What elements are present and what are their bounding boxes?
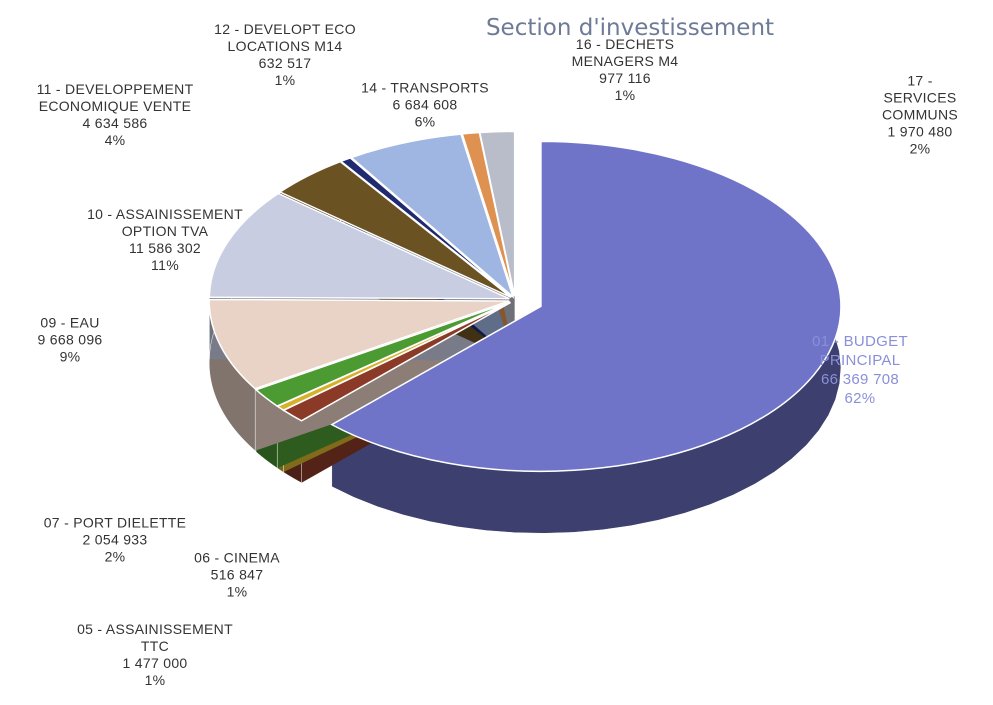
chart-title: Section d'investissement (485, 15, 775, 41)
category-label: 12 - DEVELOPT ECO LOCATIONS M14 (214, 21, 356, 54)
slice (339, 157, 513, 298)
slice (254, 301, 511, 407)
category-label: 14 - TRANSPORTS (361, 79, 489, 96)
data-label: 11 - DEVELOPPEMENT ECONOMIQUE VENTE 4 634… (37, 81, 194, 149)
percent-label: 4% (104, 132, 126, 148)
percent-label: 1% (226, 583, 248, 600)
value-label: 11 586 302 (128, 240, 202, 256)
percent-label: 1% (274, 72, 296, 88)
category-label: 01 - BUDGET PRINCIPAL (812, 333, 908, 369)
value-label: 632 517 (258, 55, 312, 71)
data-label: 09 - EAU 9 668 096 9% (38, 315, 103, 366)
data-label: 10 - ASSAINISSEMENT OPTION TVA 11 586 302… (87, 206, 243, 274)
data-label: 05 - ASSAINISSEMENT TTC 1 477 000 1% (77, 621, 233, 689)
slice (478, 130, 516, 297)
data-label: 16 - DECHETS MENAGERS M4 977 116 1% (572, 36, 679, 104)
slice (208, 298, 510, 390)
percent-label: 9% (59, 348, 81, 365)
slice (330, 140, 842, 473)
value-label: 2 054 933 (82, 531, 148, 548)
data-label: 07 - PORT DIELETTE 2 054 933 2% (44, 515, 187, 566)
category-label: 07 - PORT DIELETTE (43, 514, 187, 531)
category-label: 10 - ASSAINISSEMENT OPTION TVA (87, 206, 243, 239)
value-label: 6 684 608 (392, 96, 458, 113)
category-label: 16 - DECHETS MENAGERS M4 (571, 36, 679, 69)
value-label: 4 634 586 (82, 115, 148, 131)
value-label: 516 847 (210, 566, 264, 583)
value-label: 977 116 (599, 70, 651, 86)
percent-label: 6% (414, 113, 436, 130)
slice (349, 133, 515, 299)
category-label: 05 - ASSAINISSEMENT TTC (77, 621, 233, 654)
data-label: 06 - CINEMA 516 847 1% (194, 550, 280, 601)
percent-label: 2% (909, 140, 931, 157)
data-label: 12 - DEVELOPT ECO LOCATIONS M14 632 517 1% (214, 21, 356, 89)
percent-label: 62% (844, 390, 876, 407)
value-label: 66 369 708 (820, 371, 900, 388)
percent-label: 1% (144, 672, 166, 688)
data-label: 17 - SERVICES COMMUNS 1 970 480 2% (882, 73, 958, 158)
slice (208, 192, 510, 300)
value-label: 9 668 096 (37, 331, 103, 348)
data-label: 14 - TRANSPORTS 6 684 608 6% (361, 80, 489, 131)
percent-label: 11% (151, 257, 179, 273)
value-label: 1 970 480 (887, 123, 953, 140)
category-label: 06 - CINEMA (194, 549, 280, 566)
data-label: 01 - BUDGET PRINCIPAL 66 369 708 62% (812, 332, 908, 408)
value-label: 1 477 000 (122, 655, 188, 671)
category-label: 11 - DEVELOPPEMENT ECONOMIQUE VENTE (36, 81, 194, 114)
category-label: 09 - EAU (40, 314, 100, 331)
percent-label: 1% (614, 87, 636, 103)
percent-label: 2% (104, 548, 126, 565)
slice (278, 160, 512, 299)
category-label: 17 - SERVICES COMMUNS (882, 72, 958, 123)
